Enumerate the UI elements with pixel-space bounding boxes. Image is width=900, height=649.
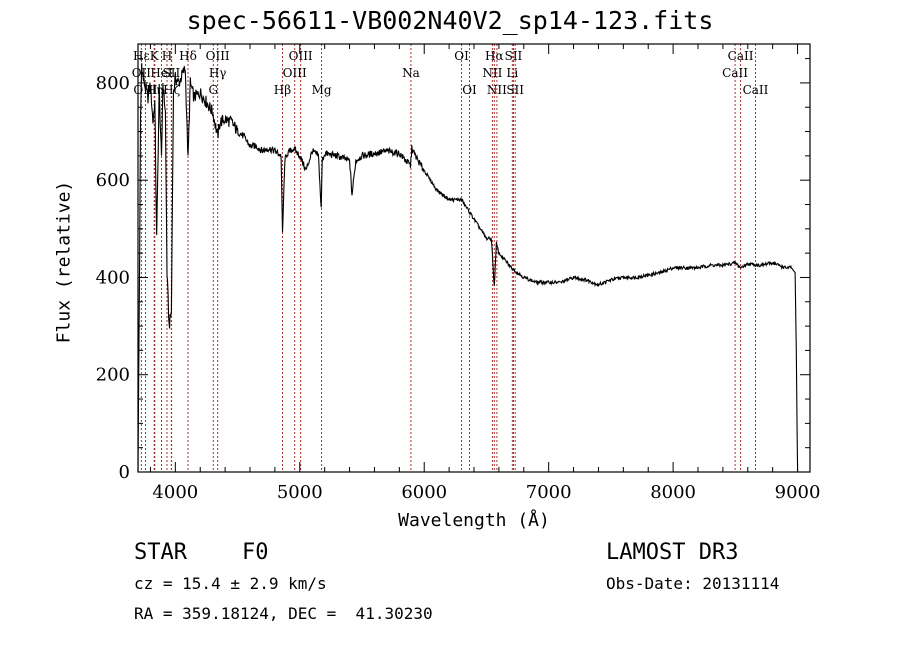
spectral-line-label: K	[150, 49, 160, 63]
spectral-line-label: Na	[402, 66, 420, 80]
spectrum-series-line	[137, 63, 799, 473]
plot-frame	[137, 43, 811, 473]
observation-date: Obs-Date: 20131114	[606, 574, 780, 593]
x-tick-label: 9000	[775, 482, 821, 503]
sky-coordinates: RA = 359.18124, DEC = 41.30230	[134, 604, 433, 623]
spectral-line-label: Hε	[133, 49, 150, 63]
spectral-line-label: CaII	[722, 66, 748, 80]
chart-title: spec-56611-VB002N40V2_sp14-123.fits	[186, 6, 714, 35]
spectral-line-label: HeI	[150, 66, 173, 80]
object-subclass: F0	[242, 540, 269, 565]
spectral-line-label: NII	[487, 83, 507, 97]
x-tick-label: 4000	[152, 482, 198, 503]
spectral-line-label: Mg	[312, 83, 332, 97]
spectral-line-label: SII	[505, 49, 523, 63]
y-tick-label: 0	[119, 462, 130, 483]
spectral-line-label: OI	[462, 83, 477, 97]
x-axis-ticks: 4000 5000 6000 7000 8000 9000	[149, 44, 821, 503]
y-tick-label: 600	[96, 170, 130, 191]
spectral-line-label: Li	[506, 66, 518, 80]
spectral-line-label: OI	[454, 49, 469, 63]
spectral-line-label: G	[208, 83, 218, 97]
spectral-line-label: SII	[506, 83, 524, 97]
spectral-line-label: Hζ	[163, 83, 180, 97]
x-tick-label: 5000	[277, 482, 323, 503]
spectral-line-label: OIII	[283, 66, 307, 80]
y-tick-label: 400	[96, 267, 130, 288]
x-tick-label: 7000	[526, 482, 572, 503]
spectral-line-label: OIII	[206, 49, 230, 63]
spectral-line-label: NII	[482, 66, 502, 80]
spectral-line-label: Hα	[485, 49, 504, 63]
spectral-line-label: Hγ	[209, 66, 227, 80]
x-tick-label: 6000	[401, 482, 447, 503]
spectral-line-label: CaII	[728, 49, 754, 63]
redshift-velocity: cz = 15.4 ± 2.9 km/s	[134, 574, 327, 593]
x-tick-label: 8000	[650, 482, 696, 503]
y-tick-label: 800	[96, 73, 130, 94]
y-tick-label: 200	[96, 365, 130, 386]
survey-name: LAMOST DR3	[606, 540, 739, 565]
spectral-line-markers	[140, 44, 756, 472]
spectral-line-label: Hδ	[179, 49, 197, 63]
spectral-line-label: H	[162, 49, 172, 63]
x-axis-label: Wavelength (Å)	[398, 510, 550, 531]
spectral-line-label: Hβ	[274, 83, 291, 97]
spectral-line-label: CaII	[743, 83, 769, 97]
y-axis-label: Flux (relative)	[53, 180, 75, 344]
y-axis-ticks: 0 200 400 600 800	[96, 58, 810, 483]
object-class: STAR	[134, 540, 187, 565]
spectral-line-label: OIII	[289, 49, 313, 63]
